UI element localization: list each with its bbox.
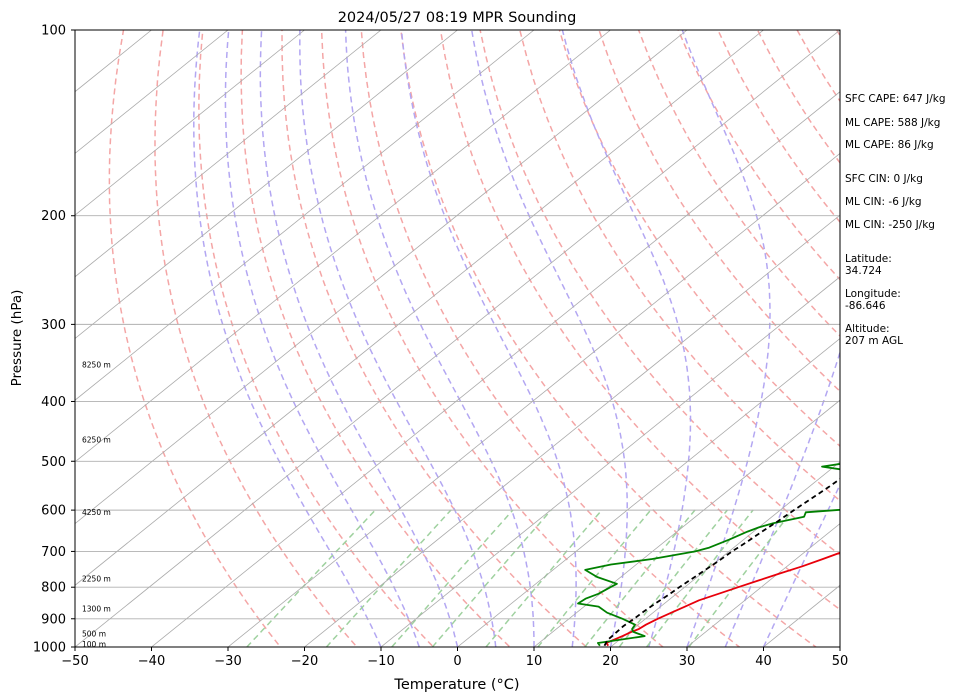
dry-adiabat-line	[637, 30, 840, 337]
height-label: 6250 m	[82, 436, 111, 445]
ml-cape-text-1: ML CAPE: 588 J/kg	[845, 117, 941, 129]
dry-adiabat-line	[479, 30, 840, 556]
x-tick-label: −30	[214, 654, 241, 669]
y-axis-label: Pressure (hPa)	[9, 290, 25, 387]
x-tick-label: 10	[526, 654, 543, 669]
dewpoint-profile-line	[577, 463, 840, 647]
x-tick-label: −10	[367, 654, 394, 669]
y-tick-label: 400	[41, 395, 66, 410]
dry-adiabat-line	[558, 30, 840, 448]
x-tick-label: 20	[602, 654, 619, 669]
moist-adiabat-line	[470, 30, 628, 647]
dry-adiabat-line	[240, 30, 511, 647]
parcel-profile-line	[603, 477, 840, 647]
moist-adiabat-line	[193, 30, 382, 647]
isotherm-line	[75, 30, 305, 216]
isotherm-line	[75, 30, 764, 586]
moist-adiabat-line	[299, 30, 497, 647]
sfc-cape-text: SFC CAPE: 647 J/kg	[845, 93, 946, 105]
ml-cape-text-2: ML CAPE: 86 J/kg	[845, 139, 934, 151]
latitude-text: Latitude: 34.724	[845, 253, 892, 277]
y-tick-label: 800	[41, 581, 66, 596]
dry-adiabat-line	[108, 30, 282, 647]
mixing-ratio-line	[391, 509, 514, 647]
y-tick-label: 100	[41, 24, 66, 39]
moist-adiabat-line	[400, 30, 577, 647]
moist-adiabat-line	[561, 30, 692, 647]
isotherm-line	[75, 30, 688, 525]
height-label: 4250 m	[82, 508, 111, 517]
altitude-text: Altitude: 207 m AGL	[845, 323, 903, 347]
isotherm-line	[686, 523, 840, 647]
moist-adiabat-line	[224, 30, 421, 647]
x-tick-label: −20	[291, 654, 318, 669]
x-axis-label: Temperature (°C)	[393, 677, 519, 693]
mixing-ratio-line	[325, 509, 452, 647]
mixing-ratio-line	[431, 509, 552, 647]
mixing-ratio-line	[584, 509, 696, 647]
y-tick-label: 600	[41, 504, 66, 519]
moist-adiabat-line	[259, 30, 459, 647]
isotherm-line	[75, 30, 611, 463]
height-label: 1300 m	[82, 605, 111, 614]
x-tick-label: −50	[61, 654, 88, 669]
isotherm-line	[457, 337, 840, 647]
isotherm-line	[75, 30, 229, 154]
dry-adiabat-line	[198, 30, 435, 647]
y-tick-label: 1000	[33, 641, 66, 656]
height-label: 500 m	[82, 630, 106, 639]
height-label: 100 m	[82, 640, 106, 649]
moist-adiabat-line	[681, 30, 771, 647]
isotherm-line	[151, 91, 840, 647]
y-tick-label: 500	[41, 455, 66, 470]
sfc-cin-text: SFC CIN: 0 J/kg	[845, 173, 923, 185]
moist-adiabat-line	[724, 30, 840, 647]
isotherm-line	[75, 30, 535, 401]
dry-adiabat-line	[956, 30, 961, 660]
x-tick-label: 0	[453, 654, 461, 669]
y-tick-label: 700	[41, 545, 66, 560]
y-tick-label: 300	[41, 318, 66, 333]
height-label: 8250 m	[82, 360, 111, 369]
dry-adiabat-line	[154, 30, 358, 647]
isotherm-line	[380, 276, 840, 647]
dry-adiabat-line	[439, 30, 840, 611]
longitude-text: Longitude: -86.646	[845, 288, 901, 312]
dry-adiabat-line	[360, 30, 741, 647]
y-tick-label: 900	[41, 612, 66, 627]
y-tick-label: 200	[41, 209, 66, 224]
mixing-ratio-line	[537, 509, 652, 647]
dry-adiabat-line	[281, 30, 588, 647]
x-tick-label: 50	[832, 654, 849, 669]
height-label: 2250 m	[82, 575, 111, 584]
chart-title: 2024/05/27 08:19 MPR Sounding	[338, 10, 577, 26]
x-tick-label: 30	[679, 654, 696, 669]
mixing-ratio-line	[485, 509, 603, 647]
isotherm-line	[533, 399, 840, 647]
dry-adiabat-line	[320, 30, 665, 647]
mixing-ratio-line	[246, 509, 376, 647]
x-tick-label: 40	[755, 654, 772, 669]
isotherm-line	[75, 30, 840, 647]
ml-cin-text-2: ML CIN: -250 J/kg	[845, 219, 935, 231]
dry-adiabat-line	[598, 30, 840, 393]
temperature-profile-line	[605, 551, 840, 647]
dry-adiabat-line	[519, 30, 840, 502]
isotherm-line	[227, 152, 840, 647]
mixing-ratio-line	[688, 509, 794, 647]
isotherm-line	[75, 30, 458, 340]
ml-cin-text-1: ML CIN: -6 J/kg	[845, 196, 922, 208]
isotherm-line	[75, 30, 382, 278]
isotherm-line	[304, 214, 840, 647]
x-tick-label: −40	[138, 654, 165, 669]
isotherm-line	[610, 461, 840, 647]
mixing-ratio-line	[646, 509, 754, 647]
